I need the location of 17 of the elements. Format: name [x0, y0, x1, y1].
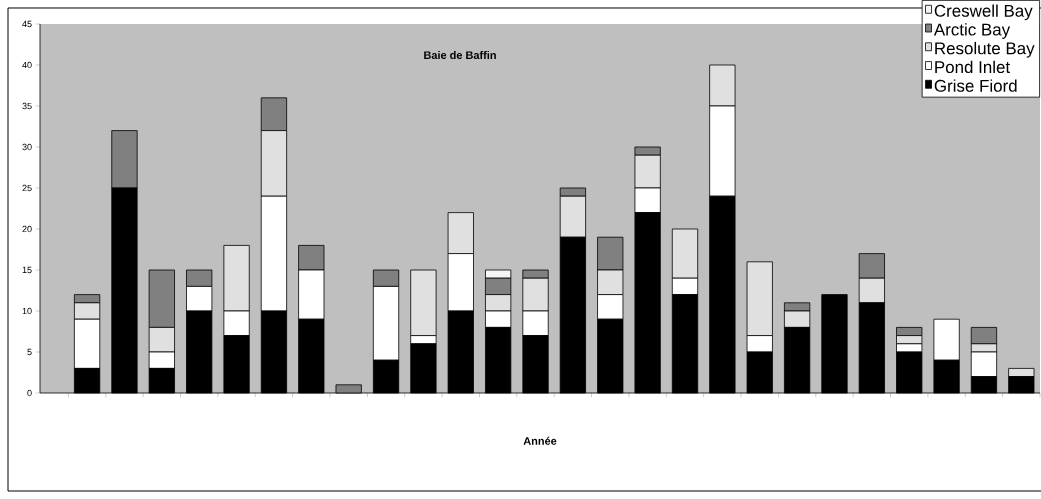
y-tick-label: 0 — [27, 389, 32, 397]
y-tick-label: 30 — [22, 143, 32, 151]
legend-label: Resolute Bay — [935, 41, 1035, 58]
legend-label: Grise Fiord — [934, 79, 1017, 92]
y-tick-label: 40 — [22, 61, 32, 69]
y-tick-label: 20 — [22, 225, 32, 233]
legend-label: Arctic Bay — [933, 23, 1011, 39]
x-axis-title: Année — [523, 436, 557, 445]
legend-label: Pond Inlet — [935, 60, 1011, 74]
y-tick-label: 45 — [22, 20, 32, 28]
y-tick-label: 5 — [27, 348, 32, 356]
legend-label: Creswell Bay — [934, 4, 1033, 21]
text: Baie de Baffin — [424, 50, 496, 60]
y-tick-label: 25 — [22, 184, 32, 192]
y-tick-label: 15 — [22, 266, 32, 274]
y-tick-label: 10 — [22, 307, 32, 315]
y-tick-label: 35 — [22, 102, 32, 110]
